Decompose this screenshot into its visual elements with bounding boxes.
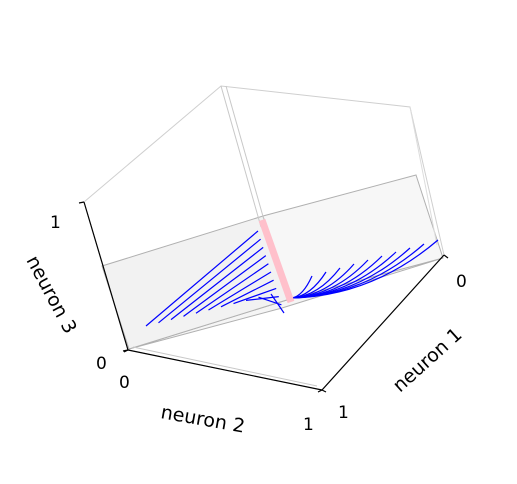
axis-tick bbox=[321, 389, 327, 393]
trajectory-line-a bbox=[270, 293, 285, 314]
z-axis-label: neuron 3 bbox=[22, 252, 81, 337]
axes-panes bbox=[83, 85, 445, 391]
grid-line bbox=[220, 85, 262, 228]
trajectory-line-a bbox=[158, 238, 261, 324]
x-tick-1: 1 bbox=[338, 403, 349, 423]
z-tick-0: 0 bbox=[96, 354, 107, 374]
y-tick-0: 0 bbox=[119, 373, 130, 393]
trajectory-line-a bbox=[183, 255, 267, 317]
y-tick-1: 1 bbox=[303, 415, 314, 435]
z-tick-1: 1 bbox=[50, 213, 61, 233]
trajectory-line-a bbox=[195, 263, 269, 314]
x-tick-0: 0 bbox=[456, 272, 467, 292]
axis-tick bbox=[122, 349, 129, 352]
grid-lines bbox=[132, 85, 438, 387]
x-axis-label: neuron 1 bbox=[389, 324, 467, 397]
trajectory-line-a bbox=[170, 246, 264, 321]
trajectory-line-a bbox=[145, 230, 259, 327]
grid-line bbox=[132, 346, 318, 387]
pane-back bbox=[262, 174, 444, 300]
axis-tick bbox=[317, 389, 323, 393]
x-axis-line bbox=[321, 254, 445, 391]
y-axis-line bbox=[127, 349, 323, 391]
grid-line bbox=[409, 106, 438, 246]
axis-tick bbox=[443, 254, 449, 259]
axis-tick bbox=[78, 201, 85, 204]
series-group bbox=[145, 218, 439, 327]
axis-lines bbox=[78, 201, 449, 393]
highlight-segment bbox=[258, 218, 295, 304]
z-axis-line bbox=[83, 201, 129, 351]
trajectory-line-a bbox=[220, 279, 274, 308]
trajectory-curve-b bbox=[291, 239, 439, 299]
y-axis-label: neuron 2 bbox=[159, 401, 246, 437]
trajectory-line-a bbox=[233, 287, 277, 305]
grid-line bbox=[225, 85, 267, 228]
trajectory-line-a bbox=[208, 271, 272, 311]
